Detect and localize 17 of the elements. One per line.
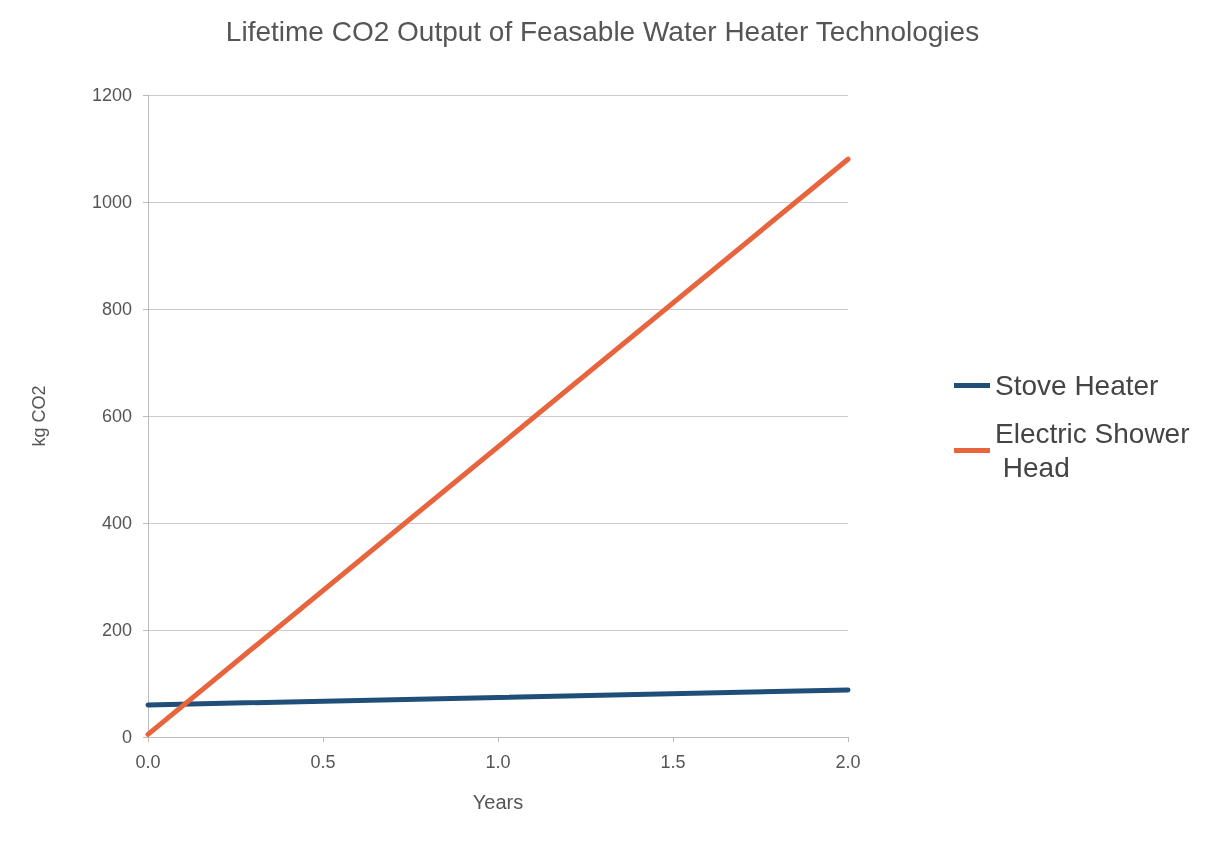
y-tick-label: 1200 — [91, 85, 132, 105]
chart-title: Lifetime CO2 Output of Feasable Water Heater Technologies — [225, 15, 980, 47]
y-axis-title: kg CO2 — [29, 385, 49, 447]
x-tick-label: 1.0 — [485, 752, 511, 772]
y-tick-label: 400 — [101, 513, 132, 533]
x-axis-title: Years — [472, 791, 524, 813]
y-tick-label: 600 — [101, 406, 132, 426]
legend-label: Electric Shower Head — [995, 418, 1190, 483]
y-tick-label: 0 — [121, 727, 132, 747]
y-tick-label: 800 — [101, 299, 132, 319]
x-tick-label: 2.0 — [835, 752, 861, 772]
x-tick-label: 1.5 — [660, 752, 686, 772]
y-tick-label: 200 — [101, 620, 132, 640]
y-tick-label: 1000 — [91, 192, 132, 212]
legend-label: Stove Heater — [995, 370, 1159, 401]
x-tick-label: 0.0 — [135, 752, 161, 772]
x-tick-label: 0.5 — [310, 752, 336, 772]
